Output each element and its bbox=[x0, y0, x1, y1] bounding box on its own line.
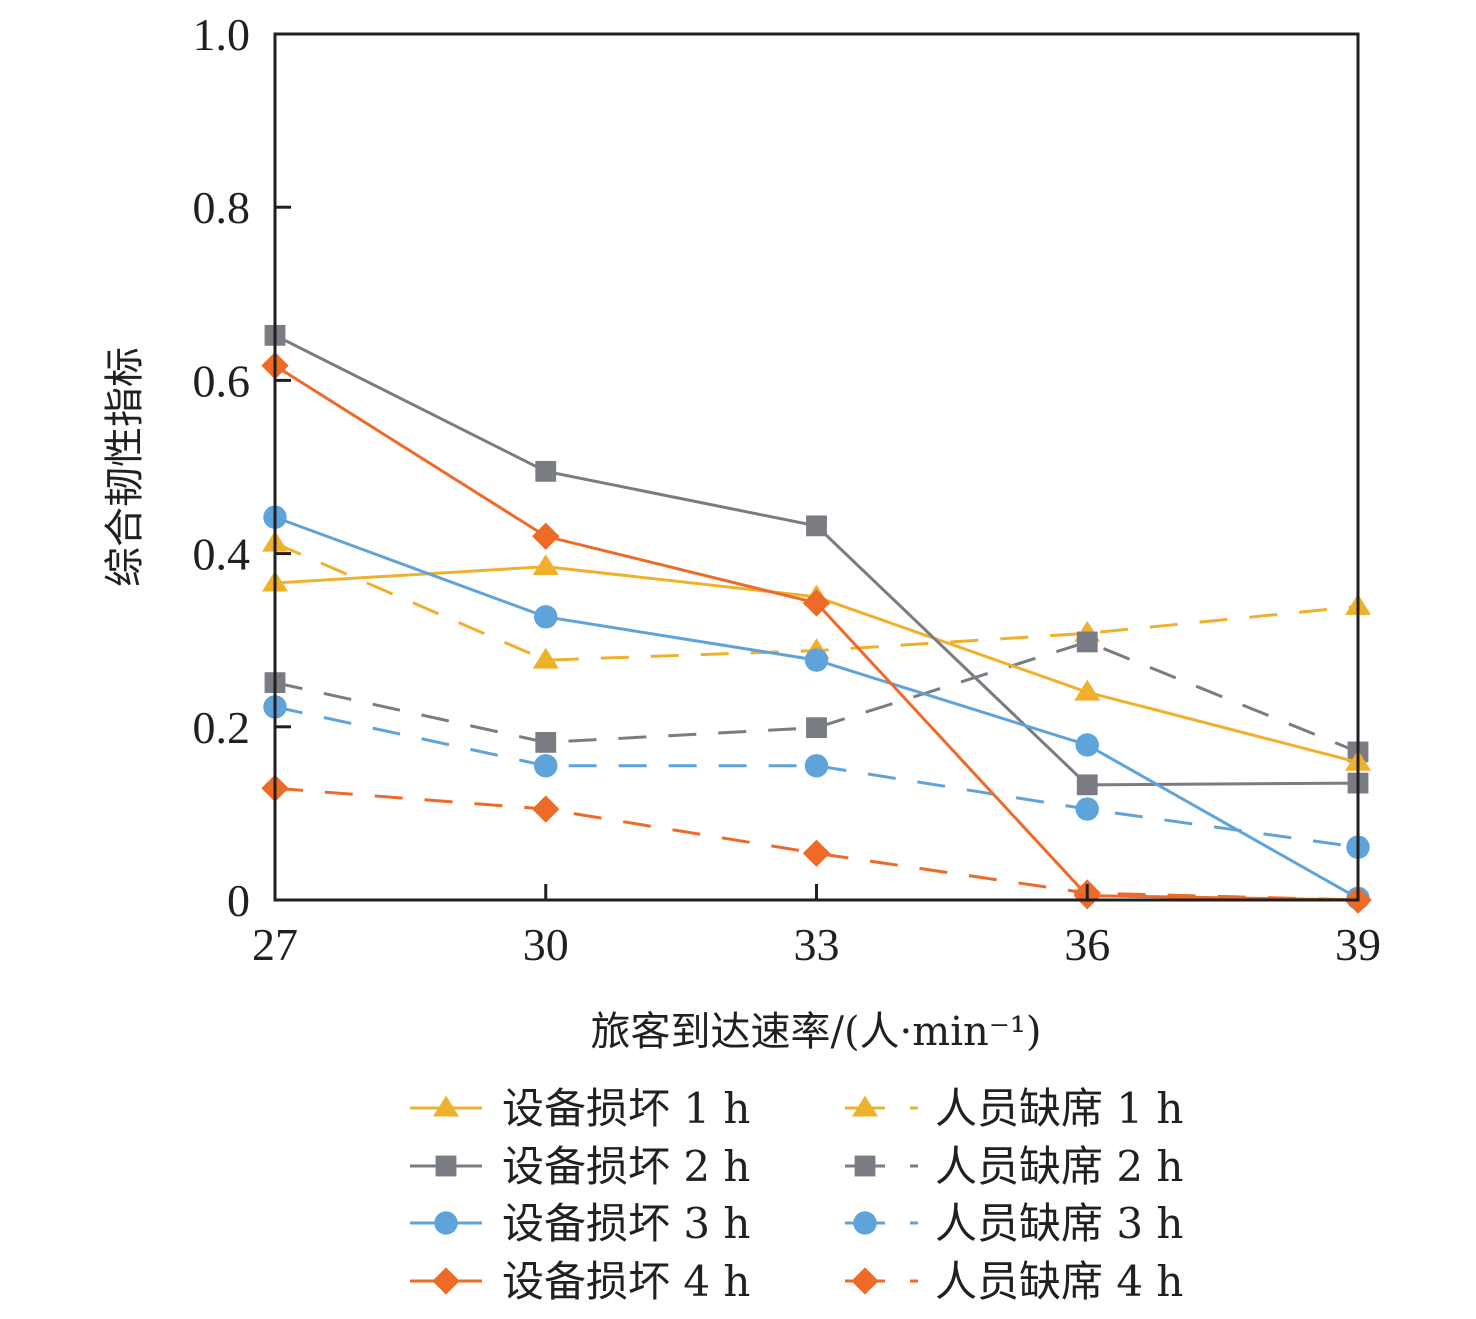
y-tick-label: 1.0 bbox=[193, 9, 251, 60]
data-point-circle bbox=[1075, 733, 1099, 757]
legend-marker-circle bbox=[853, 1211, 877, 1235]
legend-label: 设备损坏 1 h bbox=[502, 1084, 750, 1133]
x-tick-label: 39 bbox=[1335, 919, 1381, 970]
legend-label: 人员缺席 2 h bbox=[935, 1142, 1183, 1191]
legend-marker-square bbox=[854, 1155, 876, 1177]
x-axis: 27 30 33 36 39 bbox=[252, 884, 1381, 970]
legend-marker-diamond bbox=[851, 1267, 879, 1295]
legend-item: 设备损坏 3 h bbox=[410, 1199, 750, 1248]
y-axis-title: 综合韧性指标 bbox=[102, 347, 148, 587]
data-point-square bbox=[806, 515, 827, 537]
legend-marker-triangle bbox=[852, 1095, 878, 1117]
data-point-diamond bbox=[802, 839, 831, 867]
data-point-diamond bbox=[532, 522, 560, 550]
data-point-circle bbox=[804, 754, 829, 778]
data-point-square bbox=[535, 460, 557, 482]
data-point-circle bbox=[534, 605, 558, 629]
x-axis-title: 旅客到达速率/(人·min⁻¹) bbox=[590, 1009, 1041, 1055]
x-tick-label: 27 bbox=[252, 919, 298, 970]
legend-item: 设备损坏 1 h bbox=[410, 1084, 750, 1133]
data-point-square bbox=[806, 717, 827, 739]
data-point-diamond bbox=[532, 795, 560, 823]
legend-item: 人员缺席 4 h bbox=[845, 1257, 1183, 1306]
series-line bbox=[274, 705, 1359, 849]
legend-marker-circle bbox=[434, 1211, 458, 1235]
data-point-square bbox=[1076, 774, 1098, 796]
legend-item: 人员缺席 2 h bbox=[845, 1142, 1183, 1191]
data-point-triangle bbox=[532, 647, 559, 669]
data-point-diamond bbox=[802, 589, 831, 617]
legend-marker-square bbox=[435, 1155, 457, 1177]
data-point-circle bbox=[804, 648, 829, 672]
legend-label: 设备损坏 3 h bbox=[502, 1199, 750, 1248]
legend-item: 设备损坏 2 h bbox=[410, 1142, 750, 1191]
series-4 bbox=[261, 352, 1372, 914]
legend-label: 设备损坏 2 h bbox=[502, 1142, 750, 1191]
y-tick-label: 0.4 bbox=[193, 529, 251, 580]
x-tick-label: 33 bbox=[794, 919, 840, 970]
y-tick-label: 0.8 bbox=[193, 182, 251, 233]
data-point-square bbox=[535, 731, 557, 753]
legend-marker-triangle bbox=[433, 1095, 459, 1117]
series-line bbox=[274, 364, 1359, 902]
series-line bbox=[274, 786, 1359, 902]
legend-label: 设备损坏 4 h bbox=[502, 1257, 750, 1306]
legend-item: 人员缺席 1 h bbox=[845, 1084, 1183, 1133]
y-axis: 0 0.2 0.4 0.6 0.8 1.0 bbox=[193, 9, 291, 926]
legend-label: 人员缺席 1 h bbox=[935, 1084, 1183, 1133]
data-point-square bbox=[1076, 631, 1098, 653]
data-point-triangle bbox=[1074, 679, 1101, 701]
legend-label: 人员缺席 4 h bbox=[935, 1257, 1183, 1306]
data-point-triangle bbox=[532, 554, 559, 576]
legend-label: 人员缺席 3 h bbox=[935, 1199, 1183, 1248]
y-tick-label: 0.6 bbox=[193, 355, 251, 406]
legend-marker-diamond bbox=[432, 1267, 460, 1295]
legend: 设备损坏 1 h 设备损坏 2 h 设备损坏 3 h 设备损坏 4 h 人员缺席 1 h… bbox=[410, 1084, 1183, 1306]
legend-item: 设备损坏 4 h bbox=[410, 1257, 750, 1306]
x-tick-label: 36 bbox=[1064, 919, 1110, 970]
x-tick-label: 30 bbox=[523, 919, 569, 970]
y-tick-label: 0 bbox=[227, 875, 250, 926]
data-point-circle bbox=[534, 754, 558, 778]
series-layer bbox=[261, 324, 1372, 914]
y-tick-label: 0.2 bbox=[193, 702, 251, 753]
legend-item: 人员缺席 3 h bbox=[845, 1199, 1183, 1248]
data-point-circle bbox=[1075, 797, 1099, 821]
